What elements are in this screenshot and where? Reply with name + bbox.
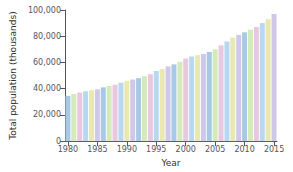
svg-text:Total population (thousands): Total population (thousands)	[8, 11, 18, 140]
svg-text:2010: 2010	[234, 145, 254, 154]
svg-text:100,000: 100,000	[28, 6, 61, 15]
svg-text:2000: 2000	[176, 145, 196, 154]
svg-text:1985: 1985	[87, 145, 107, 154]
svg-text:1990: 1990	[117, 145, 137, 154]
svg-text:0: 0	[55, 136, 61, 146]
svg-text:40,000: 40,000	[33, 84, 61, 93]
svg-text:80,000: 80,000	[33, 32, 61, 41]
svg-text:2015: 2015	[264, 145, 284, 154]
svg-text:Year: Year	[160, 158, 180, 168]
svg-text:2005: 2005	[205, 145, 225, 154]
svg-text:60,000: 60,000	[33, 58, 61, 67]
svg-text:1980: 1980	[58, 145, 78, 154]
svg-text:1995: 1995	[146, 145, 166, 154]
svg-text:20,000: 20,000	[33, 110, 61, 119]
